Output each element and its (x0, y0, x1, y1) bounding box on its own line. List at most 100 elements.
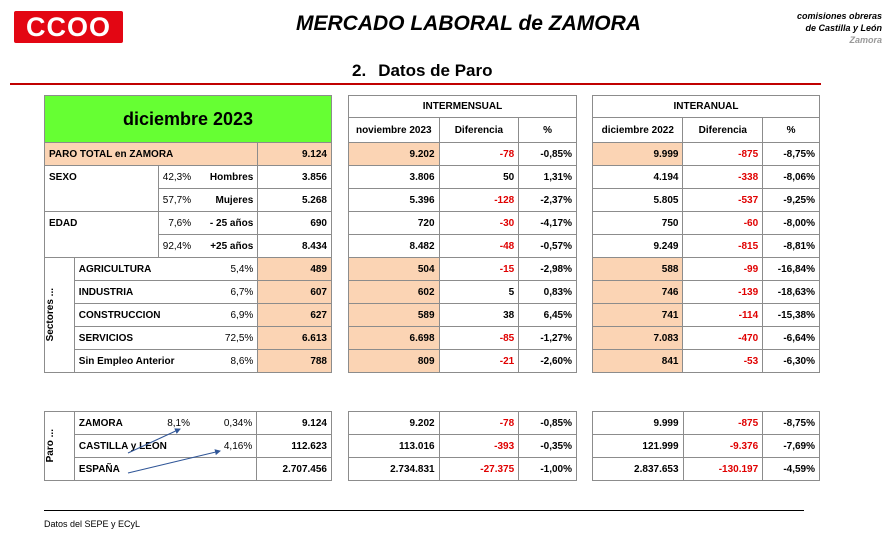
table-row: SERVICIOS 72,5% 6.613 (45, 326, 332, 350)
value-cell: 113.016 (348, 434, 440, 458)
diff-cell: -338 (682, 165, 764, 189)
table-row: ESPAÑA 2.707.456 (45, 457, 332, 481)
pct-cell: -15,38% (762, 303, 820, 327)
pct-cell: 42,3% (158, 165, 196, 189)
table-row: 602 5 0,83% (348, 280, 577, 304)
diff-cell: -393 (438, 434, 520, 458)
table-row: 7.083 -470 -6,64% (591, 326, 820, 350)
table-row: 746 -139 -18,63% (591, 280, 820, 304)
interanual-title: INTERANUAL (592, 95, 820, 118)
value-cell: 746 (591, 280, 684, 304)
value-cell: 7.083 (591, 326, 684, 350)
table-row: CONSTRUCCION 6,9% 627 (45, 303, 332, 327)
intermensual-table: INTERMENSUAL noviembre 2023 Diferencia %… (348, 95, 577, 373)
col-header: % (762, 117, 820, 143)
value-cell: 2.734.831 (348, 457, 440, 481)
diff-cell: -130.197 (682, 457, 764, 481)
diff-cell: -99 (682, 257, 764, 281)
total-label: PARO TOTAL en ZAMORA (43, 142, 259, 166)
table-row: SEXO 42,3% Hombres 3.856 (44, 165, 332, 189)
total-value: 9.124 (257, 142, 332, 166)
pct-cell: 0,83% (518, 280, 577, 304)
pct-cell: -0,57% (518, 234, 577, 258)
value-cell: 489 (257, 257, 332, 281)
pct-cell: -2,60% (518, 349, 577, 373)
table-row: 9.999 -875 -8,75% (592, 411, 820, 435)
value-cell: 607 (257, 280, 332, 304)
section-number: 2. (352, 61, 367, 80)
pct-cell: 6,9% (195, 303, 259, 327)
value-cell: 9.999 (591, 142, 684, 166)
row-label: INDUSTRIA (73, 280, 196, 304)
diff-cell: -78 (438, 411, 520, 435)
value-cell: 5.805 (591, 188, 684, 212)
diff-cell: -114 (682, 303, 764, 327)
value-cell: 4.194 (591, 165, 684, 189)
diff-cell: -27.375 (438, 457, 520, 481)
diff-cell: -470 (682, 326, 764, 350)
value-cell: 602 (348, 280, 440, 304)
pct-cell: -4,59% (762, 457, 820, 481)
footer-divider (44, 510, 804, 511)
row-label: Mujeres (195, 188, 259, 212)
value-cell: 2.837.653 (592, 457, 684, 481)
pct-cell: -8,06% (762, 165, 820, 189)
table-row: EDAD 7,6% - 25 años 690 (44, 211, 332, 235)
row-label: SERVICIOS (73, 326, 196, 350)
diff-cell: -53 (682, 349, 764, 373)
region-label: ESPAÑA (73, 457, 258, 481)
pct-cell: -8,81% (762, 234, 820, 258)
table-row: 741 -114 -15,38% (591, 303, 820, 327)
diff-cell: -30 (438, 211, 520, 235)
interanual-table: INTERANUAL diciembre 2022 Diferencia % 9… (591, 95, 820, 373)
diff-cell: -9.376 (682, 434, 764, 458)
pct-cell: -1,00% (518, 457, 577, 481)
sectores-label: Sectores ... (45, 288, 56, 342)
table-row: 750 -60 -8,00% (591, 211, 820, 235)
header-divider (10, 83, 821, 85)
row-label: AGRICULTURA (73, 257, 196, 281)
pct-cell: -4,17% (518, 211, 577, 235)
table-row: 4.194 -338 -8,06% (591, 165, 820, 189)
org-line-3: Zamora (849, 35, 882, 45)
table-row: 809 -21 -2,60% (348, 349, 577, 373)
value-cell: 2.707.456 (256, 457, 332, 481)
value-cell: 504 (348, 257, 440, 281)
pct-cell: 6,45% (518, 303, 577, 327)
table-row: 8.482 -48 -0,57% (348, 234, 577, 258)
table-row: 720 -30 -4,17% (348, 211, 577, 235)
pct-cell: -0,85% (518, 142, 577, 166)
table-row: 6.698 -85 -1,27% (348, 326, 577, 350)
section-name: Datos de Paro (378, 61, 493, 80)
diff-cell: 50 (438, 165, 520, 189)
table-row: Sin Empleo Anterior 8,6% 788 (45, 349, 332, 373)
pct-cell: -7,69% (762, 434, 820, 458)
table-row: 57,7% Mujeres 5.268 (44, 188, 332, 212)
table-row: 9.249 -815 -8,81% (591, 234, 820, 258)
col-header: % (518, 117, 577, 143)
current-month-table: diciembre 2023 PARO TOTAL en ZAMORA 9.12… (43, 95, 332, 373)
row-label: Sin Empleo Anterior (73, 349, 196, 373)
pct-cell: 6,7% (195, 280, 259, 304)
pct-cell: -0,35% (518, 434, 577, 458)
value-cell: 720 (348, 211, 440, 235)
value-cell: 5.268 (257, 188, 332, 212)
diff-cell: -78 (438, 142, 520, 166)
value-cell: 3.856 (257, 165, 332, 189)
table-row: 5.805 -537 -9,25% (591, 188, 820, 212)
table-row: 589 38 6,45% (348, 303, 577, 327)
diff-cell: -815 (682, 234, 764, 258)
table-row: 121.999 -9.376 -7,69% (592, 434, 820, 458)
value-cell: 741 (591, 303, 684, 327)
value-cell: 589 (348, 303, 440, 327)
paro-label: Paro ... (45, 429, 56, 463)
col-header: noviembre 2023 (348, 117, 440, 143)
col-header: diciembre 2022 (591, 117, 684, 143)
col-header: Diferencia (438, 117, 520, 143)
pct-cell: 7,6% (158, 211, 196, 235)
table-row: 92,4% +25 años 8.434 (44, 234, 332, 258)
table-row: 2.837.653 -130.197 -4,59% (592, 457, 820, 481)
pct-cell: 8,6% (195, 349, 259, 373)
value-cell: 5.396 (348, 188, 440, 212)
month-header: diciembre 2023 (44, 95, 332, 143)
